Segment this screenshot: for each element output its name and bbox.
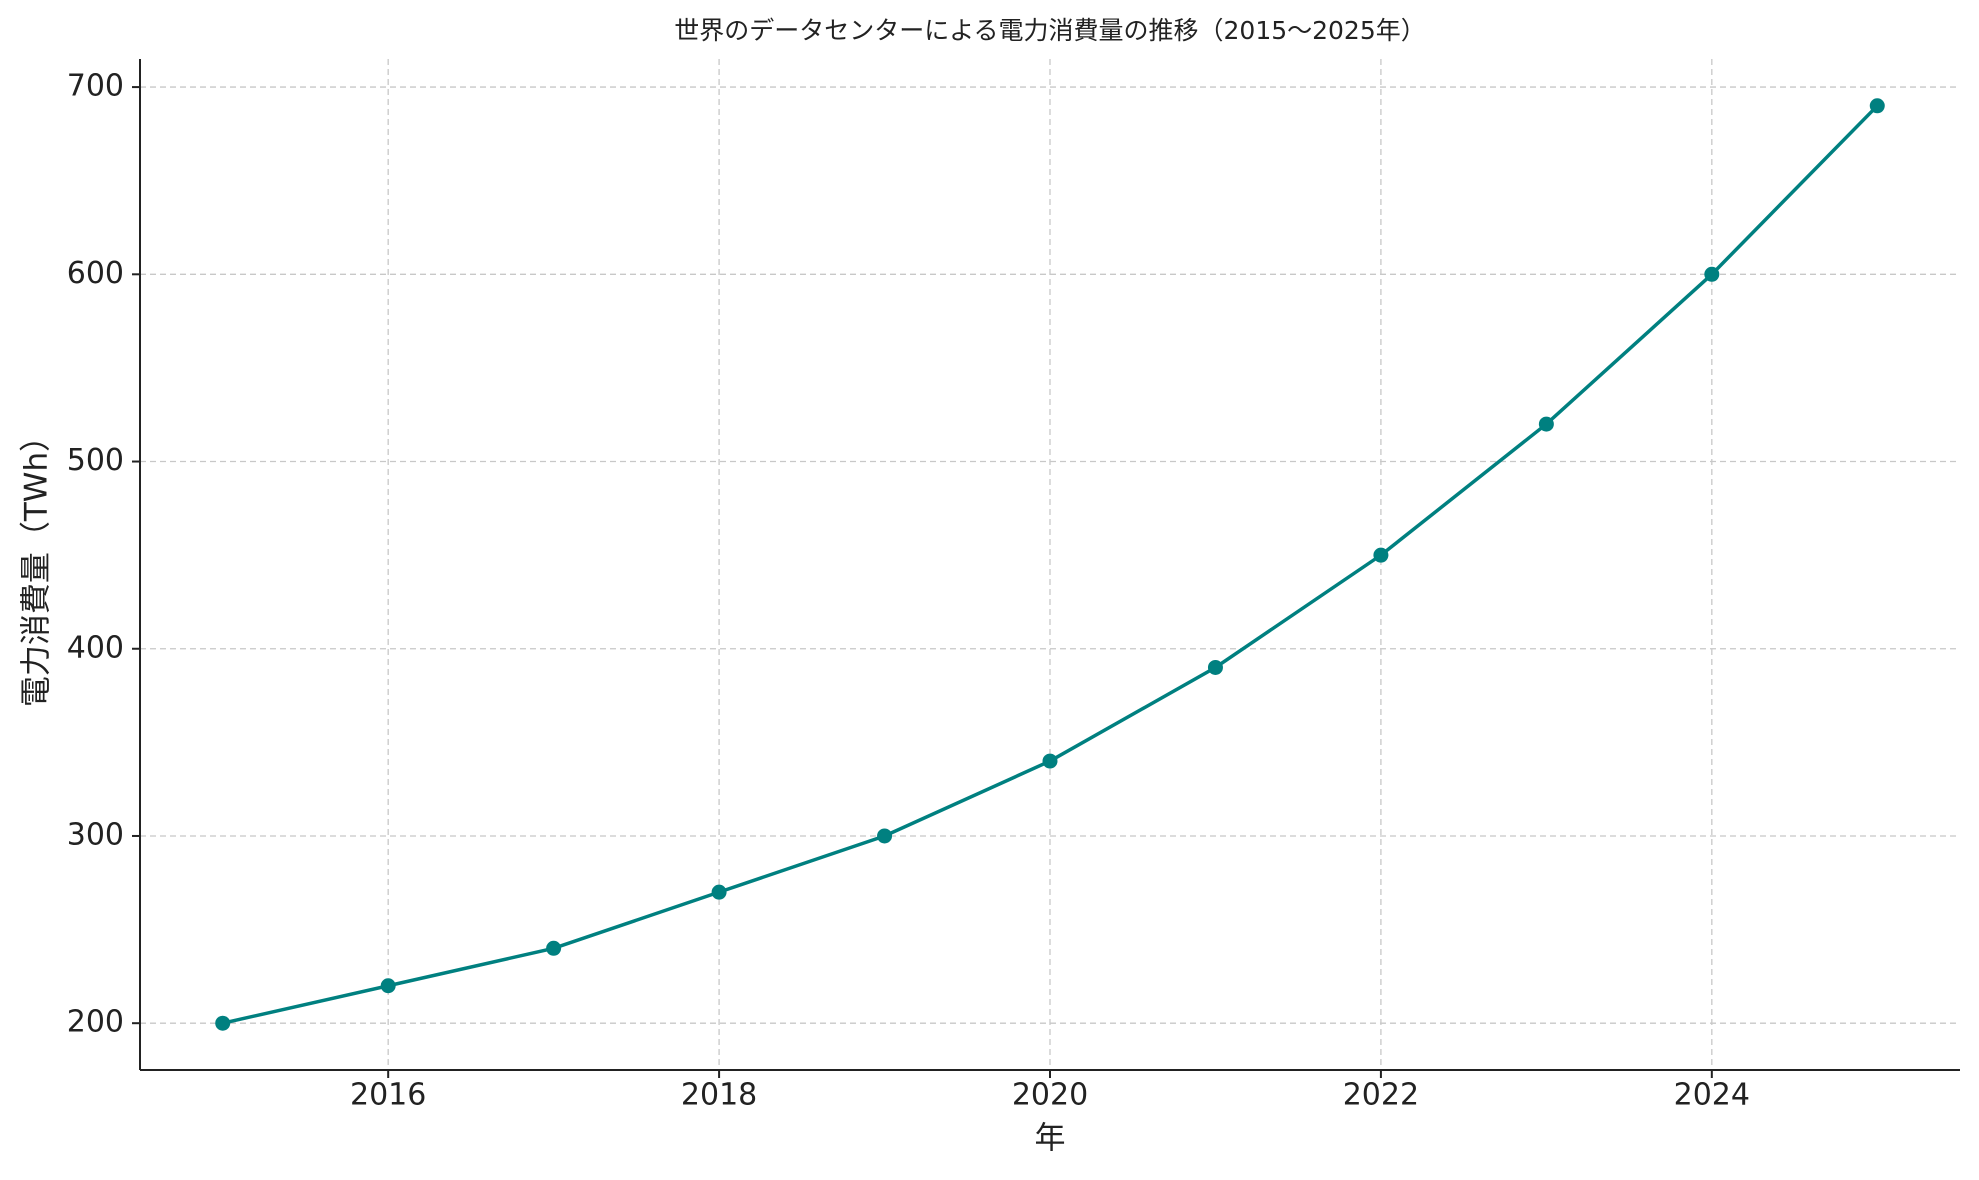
x-tick-label: 2018: [681, 1078, 757, 1113]
marker: [711, 884, 727, 900]
marker: [1373, 547, 1389, 563]
marker: [546, 940, 562, 956]
y-tick-label: 300: [67, 817, 124, 852]
y-tick-label: 200: [67, 1005, 124, 1040]
marker: [1207, 659, 1223, 675]
marker: [877, 828, 893, 844]
marker: [1704, 266, 1720, 282]
chart-title: 世界のデータセンターによる電力消費量の推移（2015〜2025年）: [674, 16, 1426, 45]
x-tick-label: 2024: [1674, 1078, 1750, 1113]
marker: [1869, 98, 1885, 114]
y-tick-label: 700: [67, 69, 124, 104]
x-tick-label: 2016: [350, 1078, 426, 1113]
x-tick-label: 2020: [1012, 1078, 1088, 1113]
marker: [215, 1015, 231, 1031]
y-tick-label: 600: [67, 256, 124, 291]
y-tick-label: 400: [67, 630, 124, 665]
marker: [1538, 416, 1554, 432]
marker: [1042, 753, 1058, 769]
y-axis-label: 電力消費量（TWh）: [19, 421, 55, 707]
x-axis-label: 年: [1035, 1121, 1066, 1157]
x-tick-label: 2022: [1343, 1078, 1419, 1113]
y-tick-label: 500: [67, 443, 124, 478]
marker: [380, 978, 396, 994]
